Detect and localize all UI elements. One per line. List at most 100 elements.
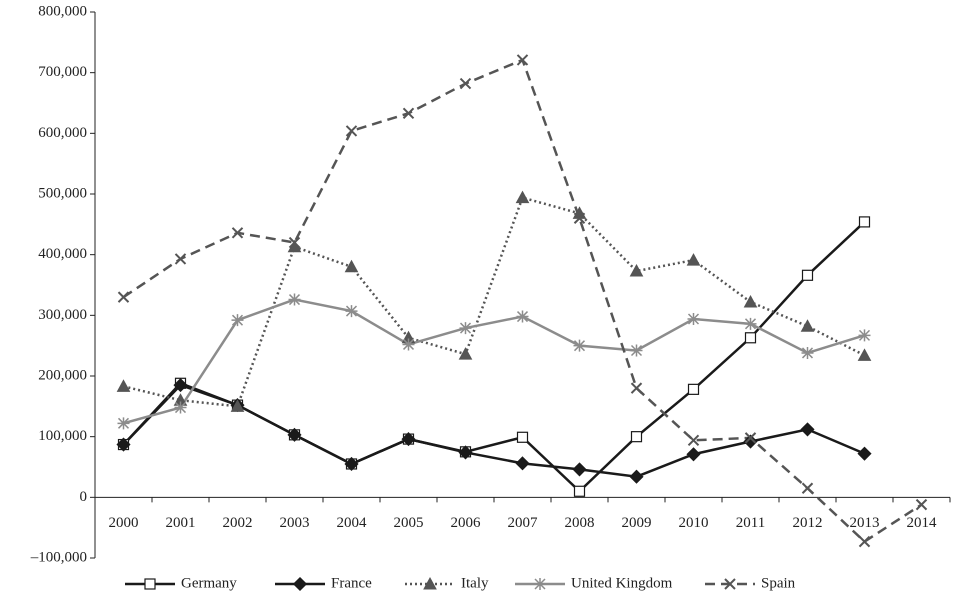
legend-item: France [275,575,372,591]
marker [686,253,701,266]
legend-item: Germany [125,575,237,591]
marker [858,216,871,228]
marker [915,498,928,511]
marker [629,264,644,277]
y-tick-label: 500,000 [38,185,87,201]
marker [459,322,472,335]
marker [744,332,757,344]
marker [292,576,308,592]
marker [458,445,473,460]
x-tick-label: 2011 [736,515,765,531]
legend-item: Spain [705,575,796,591]
marker [687,312,700,325]
y-tick-label: 100,000 [38,428,87,444]
marker [743,294,758,308]
series-line [122,220,866,493]
x-tick-label: 2008 [565,515,595,531]
marker [800,319,815,332]
marker [344,456,359,472]
marker [117,291,130,303]
y-tick-label: 800,000 [38,3,87,19]
y-tick-label: 300,000 [38,307,87,323]
legend-label: United Kingdom [571,575,673,591]
y-tick-label: 0 [80,489,88,505]
marker [724,578,736,590]
x-tick-label: 2012 [793,515,823,531]
marker [401,432,416,447]
marker [687,434,700,447]
marker [116,437,131,452]
marker [459,77,472,90]
legend-label: France [331,575,372,591]
x-tick-label: 2003 [280,515,310,531]
x-tick-label: 2007 [508,515,539,531]
marker [857,348,872,361]
marker [174,253,187,265]
marker [744,317,757,330]
marker [573,212,586,224]
marker [402,338,415,351]
marker [287,427,302,442]
legend-label: Italy [461,575,489,591]
marker [801,482,814,494]
marker [686,447,701,462]
marker [858,329,871,342]
marker [288,293,301,306]
marker [630,382,643,394]
marker [534,578,546,590]
series-line [122,383,865,478]
x-tick-label: 2005 [394,515,424,531]
x-tick-label: 2004 [337,515,368,531]
marker [515,456,530,471]
x-tick-label: 2006 [451,515,482,531]
y-tick-label: –100,000 [30,549,87,565]
marker [801,346,814,359]
marker [144,578,156,590]
legend-label: Germany [181,575,237,591]
marker [858,535,871,548]
marker [174,401,187,414]
marker [402,107,415,120]
marker [116,379,131,392]
marker [800,422,815,437]
x-tick-label: 2014 [907,515,938,531]
y-tick-label: 200,000 [38,367,87,383]
marker [345,125,358,137]
marker [288,236,301,249]
y-tick-label: 600,000 [38,125,87,141]
marker [516,431,529,443]
marker [629,469,644,484]
legend-item: United Kingdom [515,575,673,591]
marker [516,54,529,66]
marker [573,339,586,352]
marker [345,305,358,318]
marker [515,190,530,204]
marker [744,432,757,444]
x-tick-label: 2001 [166,515,196,531]
x-tick-label: 2009 [622,515,652,531]
legend-item: Italy [405,575,489,591]
x-tick-label: 2010 [679,515,709,531]
x-tick-label: 2013 [850,515,880,531]
marker [573,485,586,497]
marker [231,314,244,327]
x-tick-label: 2000 [109,515,139,531]
marker [230,399,245,412]
marker [458,347,473,360]
marker [743,434,758,449]
marker [117,417,130,430]
marker [801,269,814,281]
y-tick-label: 700,000 [38,64,87,80]
marker [630,431,643,443]
marker [516,310,529,323]
marker [173,378,188,393]
marker [857,446,872,461]
marker [572,462,587,477]
legend-label: Spain [761,575,796,591]
marker [344,259,359,273]
marker [630,344,643,357]
marker [687,383,700,395]
marker [231,227,244,239]
y-tick-label: 400,000 [38,246,87,262]
